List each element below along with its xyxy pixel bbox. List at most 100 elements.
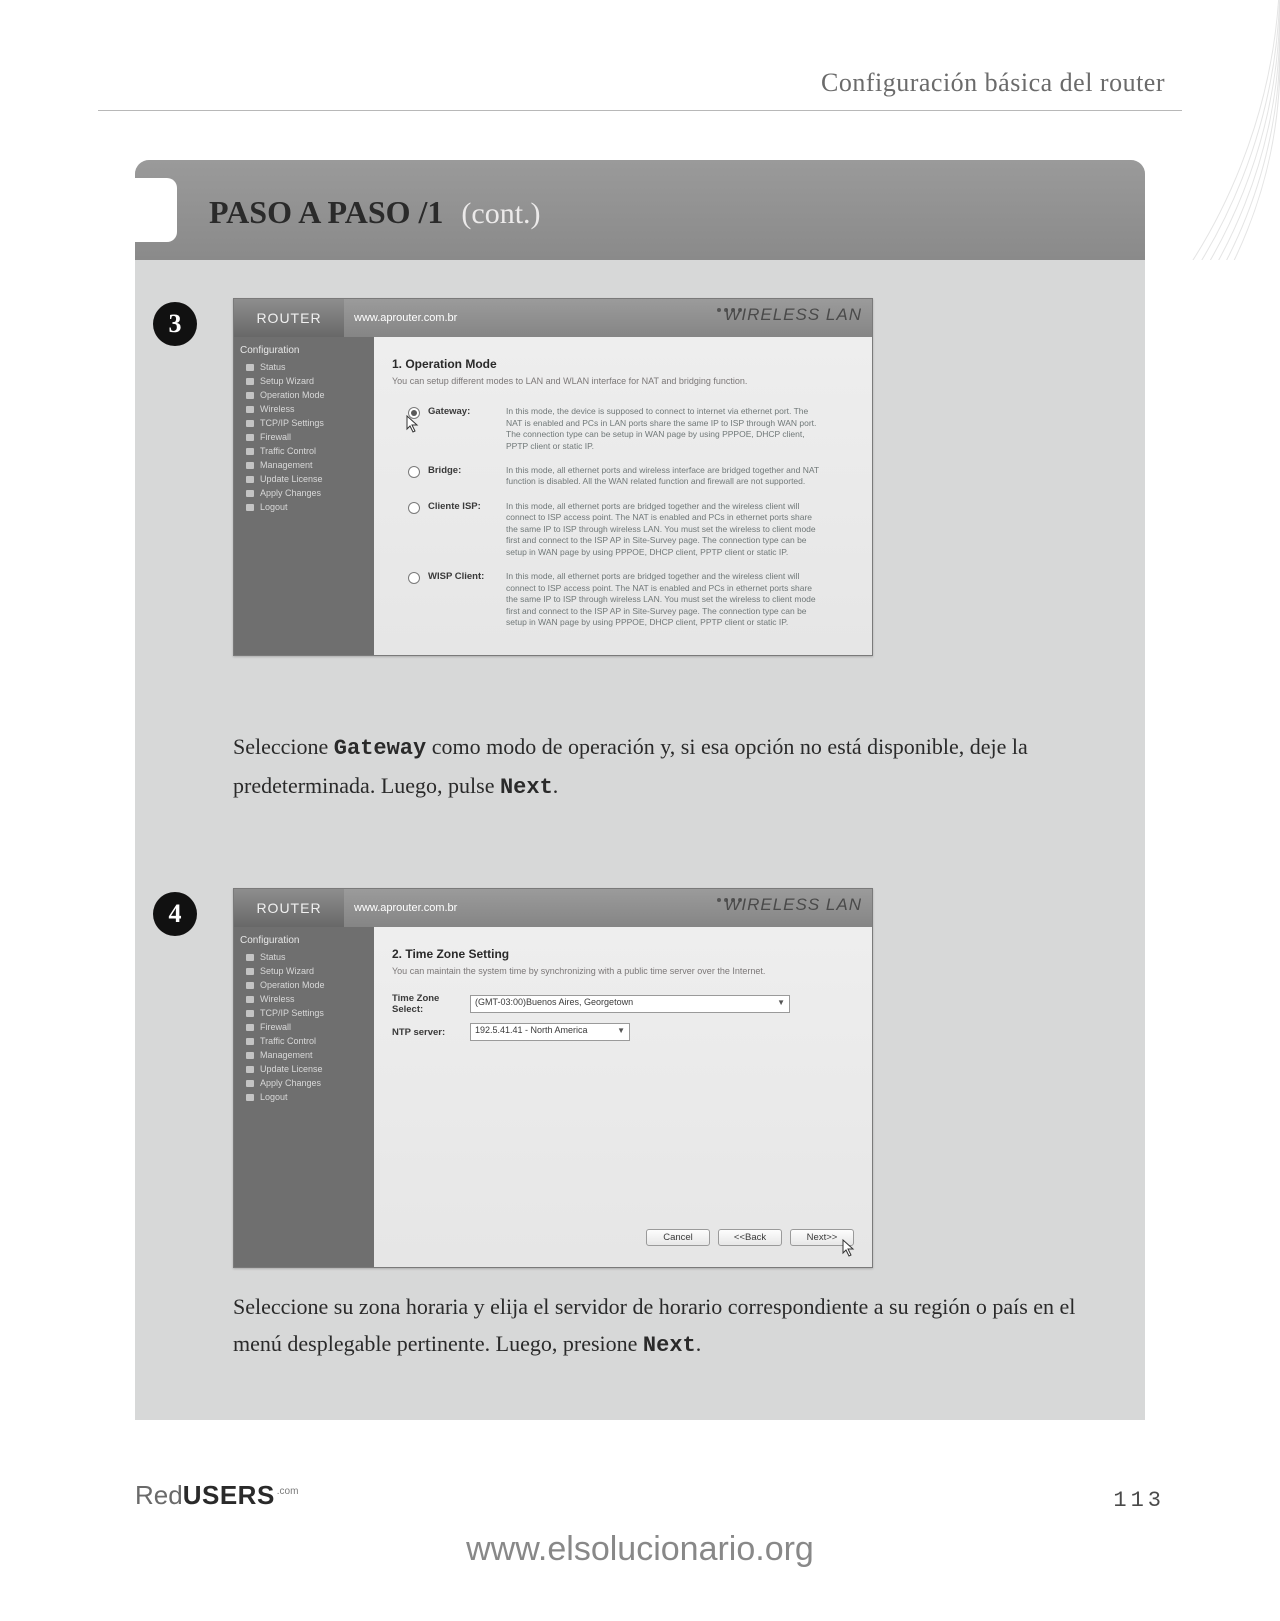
ntp-row: NTP server: 192.5.41.41 - North America ▼ [392, 1023, 854, 1041]
opmode-row-wisp: WISP Client: In this mode, all ethernet … [392, 568, 854, 638]
cursor-icon-2 [842, 1239, 856, 1257]
sidebar-item-setup-wizard[interactable]: Setup Wizard [246, 374, 368, 388]
router-content-opmode: 1. Operation Mode You can setup differen… [374, 337, 872, 655]
router-logo: ROUTER [234, 299, 344, 337]
caption3-mono2: Next [500, 775, 553, 800]
step-3-caption: Seleccione Gateway como modo de operació… [233, 728, 1123, 807]
sidebar-item-management[interactable]: Management [246, 458, 368, 472]
sidebar-item-firewall[interactable]: Firewall [246, 430, 368, 444]
router-sidebar-2: Configuration Status Setup Wizard Operat… [234, 927, 374, 1267]
caption3-pre: Seleccione [233, 734, 334, 759]
radio-wisp-label: WISP Client: [428, 571, 506, 628]
sidebar-list: Status Setup Wizard Operation Mode Wirel… [246, 360, 368, 514]
tz-select-label: Time Zone Select: [392, 993, 470, 1015]
radio-gateway-label: Gateway: [428, 406, 506, 452]
top-divider [98, 110, 1182, 111]
radio-gateway-desc: In this mode, the device is supposed to … [506, 406, 826, 452]
sidebar-item-traffic[interactable]: Traffic Control [246, 444, 368, 458]
ntp-select-dropdown[interactable]: 192.5.41.41 - North America ▼ [470, 1023, 630, 1041]
sidebar-item-setup-wizard-2[interactable]: Setup Wizard [246, 964, 368, 978]
opmode-title: 1. Operation Mode [392, 357, 854, 371]
step-4-badge: 4 [153, 892, 197, 936]
opmode-row-cliente: Cliente ISP: In this mode, all ethernet … [392, 498, 854, 568]
tz-desc: You can maintain the system time by sync… [392, 965, 854, 977]
sidebar-list-2: Status Setup Wizard Operation Mode Wirel… [246, 950, 368, 1104]
tz-select-row: Time Zone Select: (GMT-03:00)Buenos Aire… [392, 993, 854, 1015]
sidebar-item-tcpip-2[interactable]: TCP/IP Settings [246, 1006, 368, 1020]
wizard-buttons: Cancel <<Back Next>> [392, 1229, 854, 1246]
footer-brand: RedUSERS.com [135, 1480, 298, 1511]
sidebar-item-update[interactable]: Update License [246, 472, 368, 486]
sidebar-item-traffic-2[interactable]: Traffic Control [246, 1034, 368, 1048]
router-body-2: Configuration Status Setup Wizard Operat… [234, 927, 872, 1267]
sidebar-item-apply-2[interactable]: Apply Changes [246, 1076, 368, 1090]
sidebar-item-logout[interactable]: Logout [246, 500, 368, 514]
sidebar-item-operation-mode-2[interactable]: Operation Mode [246, 978, 368, 992]
caption4-post: . [696, 1331, 702, 1356]
tz-title: 2. Time Zone Setting [392, 947, 854, 961]
radio-cliente-desc: In this mode, all ethernet ports are bri… [506, 501, 826, 558]
sidebar-item-wireless-2[interactable]: Wireless [246, 992, 368, 1006]
router-url-bar: www.aprouter.com.br WIRELESS LAN [344, 299, 872, 337]
sidebar-item-management-2[interactable]: Management [246, 1048, 368, 1062]
opmode-row-gateway: Gateway: In this mode, the device is sup… [392, 403, 854, 462]
router-sidebar: Configuration Status Setup Wizard Operat… [234, 337, 374, 655]
chapter-title: Configuración básica del router [821, 68, 1165, 98]
router-screenshot-opmode: ROUTER www.aprouter.com.br WIRELESS LAN … [233, 298, 873, 656]
sidebar-root: Configuration [240, 345, 368, 356]
cursor-icon [406, 415, 420, 433]
router-screenshot-timezone: ROUTER www.aprouter.com.br WIRELESS LAN … [233, 888, 873, 1268]
sidebar-item-tcpip[interactable]: TCP/IP Settings [246, 416, 368, 430]
tz-select-dropdown[interactable]: (GMT-03:00)Buenos Aires, Georgetown ▼ [470, 995, 790, 1013]
router-url-bar-2: www.aprouter.com.br WIRELESS LAN [344, 889, 872, 927]
sidebar-item-status[interactable]: Status [246, 360, 368, 374]
sidebar-item-logout-2[interactable]: Logout [246, 1090, 368, 1104]
step-3-badge: 3 [153, 302, 197, 346]
caption4-mono: Next [643, 1333, 696, 1358]
banner-title: PASO A PASO /1 (cont.) [209, 194, 541, 231]
ntp-select-value: 192.5.41.41 - North America [475, 1025, 588, 1035]
router-url-text-2: www.aprouter.com.br [354, 902, 457, 914]
radio-bridge[interactable] [408, 466, 420, 478]
sidebar-item-operation-mode[interactable]: Operation Mode [246, 388, 368, 402]
sidebar-root-2: Configuration [240, 935, 368, 946]
page-number: 113 [1113, 1488, 1165, 1513]
radio-cliente[interactable] [408, 502, 420, 514]
back-button[interactable]: <<Back [718, 1229, 782, 1246]
ntp-label: NTP server: [392, 1027, 470, 1038]
wireless-lan-label: WIRELESS LAN [724, 305, 862, 325]
cancel-button[interactable]: Cancel [646, 1229, 710, 1246]
opmode-desc: You can setup different modes to LAN and… [392, 375, 854, 387]
sidebar-item-status-2[interactable]: Status [246, 950, 368, 964]
step-4-caption: Seleccione su zona horaria y elija el se… [233, 1288, 1123, 1365]
sidebar-item-apply[interactable]: Apply Changes [246, 486, 368, 500]
radio-bridge-label: Bridge: [428, 465, 506, 488]
sidebar-item-firewall-2[interactable]: Firewall [246, 1020, 368, 1034]
radio-bridge-desc: In this mode, all ethernet ports and wir… [506, 465, 826, 488]
banner: PASO A PASO /1 (cont.) [135, 160, 1145, 260]
opmode-row-bridge: Bridge: In this mode, all ethernet ports… [392, 462, 854, 498]
chevron-down-icon: ▼ [777, 998, 785, 1007]
router-header-2: ROUTER www.aprouter.com.br WIRELESS LAN [234, 889, 872, 927]
sidebar-item-update-2[interactable]: Update License [246, 1062, 368, 1076]
router-body: Configuration Status Setup Wizard Operat… [234, 337, 872, 655]
router-logo-2: ROUTER [234, 889, 344, 927]
wireless-lan-label-2: WIRELESS LAN [724, 895, 862, 915]
chevron-down-icon-2: ▼ [617, 1026, 625, 1035]
main-box: PASO A PASO /1 (cont.) 3 ROUTER www.apro… [135, 160, 1145, 1420]
radio-wisp-desc: In this mode, all ethernet ports are bri… [506, 571, 826, 628]
radio-cliente-label: Cliente ISP: [428, 501, 506, 558]
router-header: ROUTER www.aprouter.com.br WIRELESS LAN [234, 299, 872, 337]
tz-select-value: (GMT-03:00)Buenos Aires, Georgetown [475, 997, 633, 1007]
page: Configuración básica del router PASO A P… [0, 0, 1280, 1621]
router-content-timezone: 2. Time Zone Setting You can maintain th… [374, 927, 872, 1267]
brand-red: Red [135, 1480, 183, 1510]
caption3-mono1: Gateway [334, 736, 426, 761]
banner-cont-text: (cont.) [461, 197, 540, 230]
brand-bold: USERS [183, 1480, 275, 1510]
footer-website: www.elsolucionario.org [0, 1530, 1280, 1569]
sidebar-item-wireless[interactable]: Wireless [246, 402, 368, 416]
router-url-text: www.aprouter.com.br [354, 312, 457, 324]
banner-title-text: PASO A PASO /1 [209, 194, 443, 230]
radio-wisp[interactable] [408, 572, 420, 584]
